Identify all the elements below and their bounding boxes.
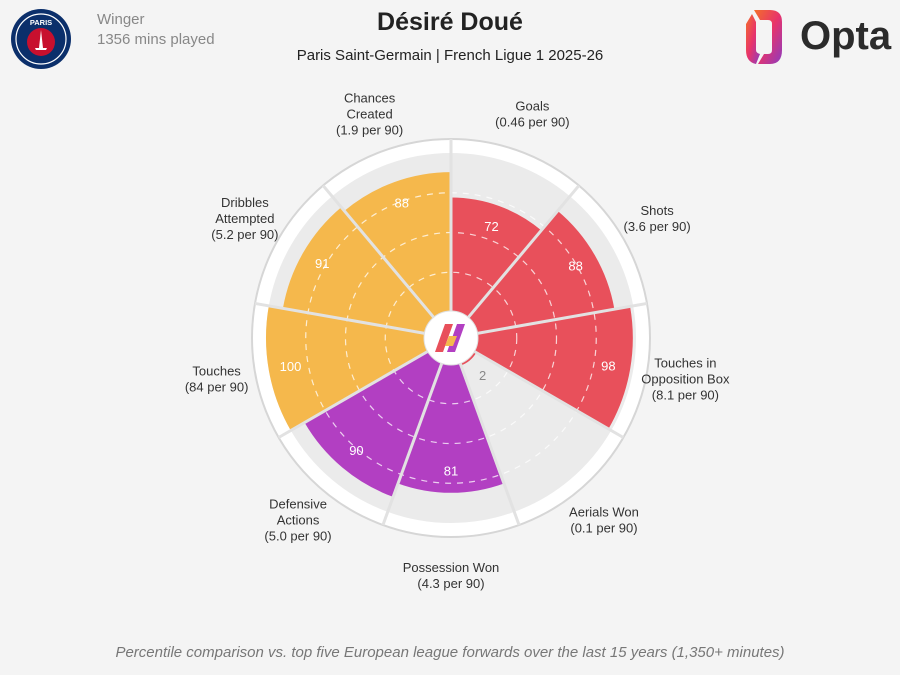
radar-value-label-4: 2	[479, 368, 486, 383]
radar-value-label-6: 90	[349, 443, 363, 458]
radar-bar-3	[473, 306, 633, 429]
radar-stat-label-8: Dribbles Attempted (5.2 per 90)	[211, 195, 278, 242]
radar-track-4	[459, 351, 612, 512]
radar-bar-6	[304, 351, 443, 497]
radar-separator-7	[277, 349, 430, 439]
radar-separator-3	[476, 301, 648, 335]
radar-separator-2	[466, 184, 581, 320]
minutes-played: 1356 mins played	[97, 31, 215, 48]
team-competition-subtitle: Paris Saint-Germain | French Ligue 1 202…	[296, 47, 604, 64]
radar-separator-4	[472, 349, 625, 439]
radar-value-label-3: 98	[601, 358, 615, 373]
player-name-title: Désiré Doué	[377, 8, 523, 36]
club-crest-text: PARIS	[30, 18, 52, 27]
radar-bar-1	[451, 197, 542, 319]
radar-value-label-5: 81	[444, 463, 458, 478]
radar-stat-label-3: Touches in Opposition Box (8.1 per 90)	[641, 355, 730, 402]
radar-value-label-8: 91	[315, 256, 329, 271]
radar-stat-label-1: Goals (0.46 per 90)	[495, 98, 569, 129]
radar-stat-label-5: Possession Won (4.3 per 90)	[403, 560, 500, 591]
radar-bar-2	[467, 210, 615, 334]
radar-stat-label-7: Touches (84 per 90)	[185, 363, 249, 394]
player-meta: Winger 1356 mins played	[97, 10, 215, 50]
radar-stat-label-2: Shots (3.6 per 90)	[624, 203, 691, 234]
center-opta-mark-icon	[435, 324, 465, 352]
radar-value-label-9: 88	[395, 195, 409, 210]
radar-bar-9	[344, 172, 451, 319]
opta-brand-text: Opta	[800, 14, 892, 58]
radar-separator-5	[458, 361, 521, 526]
radar-bar-5	[398, 362, 504, 493]
footnote: Percentile comparison vs. top five Europ…	[115, 644, 785, 661]
radar-separator-6	[381, 361, 444, 526]
radar-gridline-1	[384, 271, 518, 405]
radar-stat-label-6: Defensive Actions (5.0 per 90)	[264, 496, 331, 543]
radar-stat-label-4: Aerials Won (0.1 per 90)	[569, 504, 639, 535]
radar-stat-label-9: Chances Created (1.9 per 90)	[336, 90, 403, 137]
radar-separator-8	[254, 301, 426, 335]
club-crest-icon: PARIS	[11, 9, 71, 69]
radar-bar-7	[266, 305, 429, 431]
radar-value-label-2: 88	[568, 259, 582, 274]
player-position: Winger	[97, 11, 145, 28]
radar-value-label-1: 72	[484, 219, 498, 234]
radar-separator-9	[321, 184, 436, 320]
opta-logo-icon	[746, 10, 782, 64]
radar-value-label-7: 100	[280, 359, 302, 374]
